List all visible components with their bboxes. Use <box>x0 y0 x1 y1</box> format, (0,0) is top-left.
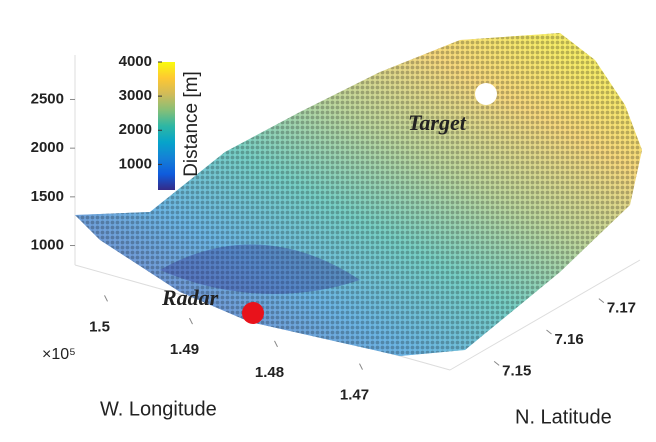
x-tick <box>189 317 193 325</box>
x-tick-label: 1.5 <box>89 318 110 335</box>
terrain-dots <box>75 33 642 356</box>
colorbar-tick-label: 1000 <box>119 155 152 172</box>
y-tick-label: 7.17 <box>607 300 636 317</box>
y-tick-label: 7.15 <box>502 362 531 379</box>
colorbar-label: Distance [m] <box>181 71 202 177</box>
x-tick <box>359 363 363 370</box>
x-exponent: ×10⁵ <box>42 346 76 363</box>
x-tick-label: 1.49 <box>170 341 199 358</box>
x-tick-label: 1.47 <box>340 387 369 404</box>
ridge-shading <box>160 244 360 294</box>
y-tick <box>598 298 605 304</box>
z-tick-label: 2000 <box>31 139 64 156</box>
y-tick <box>493 360 500 366</box>
z-tick-label: 1000 <box>31 236 64 253</box>
colorbar <box>158 62 175 190</box>
z-tick-label: 1500 <box>31 188 64 205</box>
radar-label: Radar <box>161 285 219 310</box>
z-tick-label: 2500 <box>31 90 64 107</box>
y-tick-label: 7.16 <box>555 331 584 348</box>
x-axis-label: W. Longitude <box>100 398 217 420</box>
colorbar-tick-label: 2000 <box>119 121 152 138</box>
y-axis-label: N. Latitude <box>515 406 612 428</box>
x-tick <box>274 340 278 348</box>
x-tick-label: 1.48 <box>255 364 284 381</box>
y-tick <box>546 329 552 335</box>
radar-marker <box>242 302 264 324</box>
colorbar-tick-label: 4000 <box>119 53 152 70</box>
target-label: Target <box>408 110 467 135</box>
target-marker <box>475 83 497 105</box>
colorbar-tick-label: 3000 <box>119 87 152 104</box>
x-tick <box>104 295 108 302</box>
